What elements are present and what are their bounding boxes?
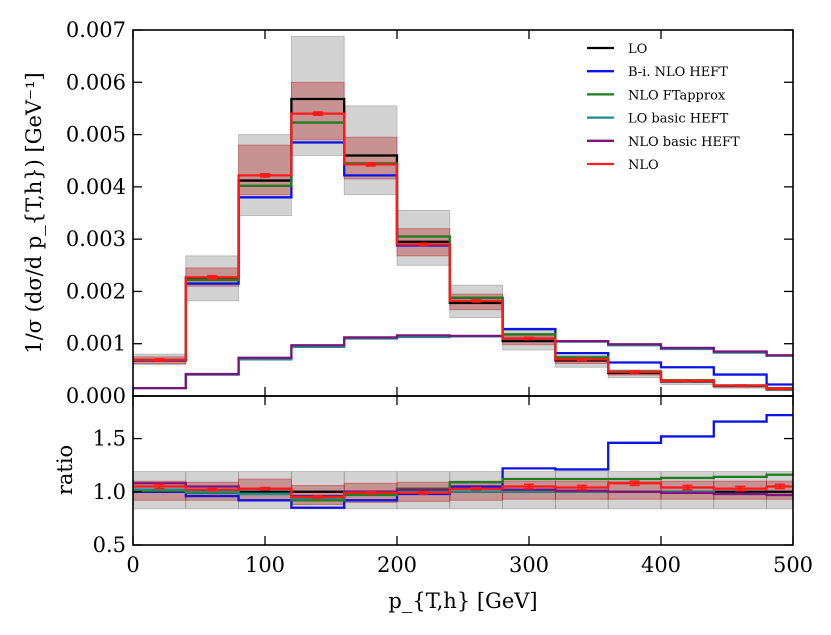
main-plot-area	[133, 35, 793, 392]
main-ytick-label: 0.004	[66, 175, 126, 199]
legend-label-nlo: NLO	[628, 158, 659, 173]
main-ytick-label: 0.006	[66, 70, 126, 94]
legend-label-lo: LO	[628, 42, 647, 57]
ratio-series-b-i-nlo-heft	[133, 414, 793, 509]
xtick-label: 200	[377, 553, 417, 577]
xlabel: p_{T,h} [GeV]	[388, 589, 537, 613]
xtick-label: 400	[641, 553, 681, 577]
legend-label-nlo-basic-heft: NLO basic HEFT	[628, 135, 740, 150]
ratio-ytick-label: 0.5	[93, 533, 126, 557]
ratio-lo-scale-band-bin	[449, 471, 503, 510]
main-ytick-label: 0.007	[66, 18, 126, 42]
main-ytick-label: 0.000	[66, 384, 126, 408]
legend-label-lo-basic-heft: LO basic HEFT	[628, 112, 729, 127]
ratio-axes-frame	[132, 395, 794, 546]
xtick-label: 100	[245, 553, 285, 577]
main-series-nlo-basic-heft	[133, 334, 793, 390]
xtick-label: 300	[509, 553, 549, 577]
main-ytick-label: 0.005	[66, 123, 126, 147]
main-ylabel: 1/σ (dσ/d p_{T,h}) [GeV⁻¹]	[22, 72, 46, 354]
main-nlo-scale-band-bin	[343, 136, 398, 180]
ratio-plot-area	[133, 414, 793, 510]
legend: LO B-i. NLO HEFT NLO FTapprox LO basic HEFT…	[587, 42, 740, 173]
xtick-label: 500	[773, 553, 813, 577]
main-nlo-scale-band-bin	[238, 144, 292, 196]
ratio-ytick-label: 1.0	[93, 480, 126, 504]
main-ytick-label: 0.001	[66, 332, 126, 356]
main-nlo-scale-band-bin	[290, 81, 345, 141]
main-axes-frame	[132, 29, 794, 397]
main-ytick-label: 0.002	[66, 279, 126, 303]
legend-label-b-i-nlo-heft: B-i. NLO HEFT	[628, 65, 728, 80]
ratio-ytick-label: 1.5	[93, 427, 126, 451]
legend-label-nlo-ftapprox: NLO FTapprox	[628, 88, 726, 103]
ratio-ylabel: ratio	[53, 445, 77, 495]
main-ytick-label: 0.003	[66, 227, 126, 251]
ratio-series-nlo	[133, 482, 793, 499]
xtick-label: 0	[126, 553, 139, 577]
